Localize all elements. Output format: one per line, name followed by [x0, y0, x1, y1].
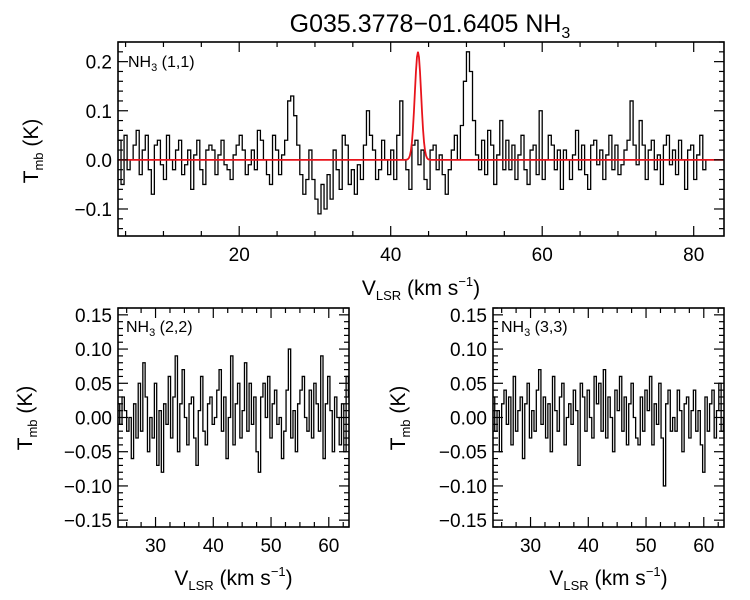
fit-series — [118, 51, 724, 161]
x-tick-label: 50 — [260, 536, 281, 557]
y-tick-label: 0.00 — [450, 409, 487, 430]
y-tick-label: 0.0 — [86, 151, 112, 172]
y-tick-label: −0.15 — [439, 511, 487, 532]
panel-nh3-22: 30 40 50 60 −0.15 −0.10 −0.05 0.00 0.05 0.10 0.15 T… — [14, 306, 350, 593]
x-axis-label: VLSR (km s−1) — [174, 564, 292, 593]
x-tick-label: 60 — [318, 536, 339, 557]
plot-frame — [117, 41, 725, 237]
y-tick-label: 0.2 — [86, 53, 112, 74]
figure-title-subscript: 3 — [561, 25, 570, 42]
y-tick-label: 0.1 — [86, 102, 112, 123]
plot-area — [118, 51, 724, 215]
x-tick-label: 30 — [520, 536, 541, 557]
y-tick-label: −0.05 — [439, 443, 487, 464]
x-tick-label: 60 — [693, 536, 714, 557]
y-tick-label: 0.00 — [75, 409, 112, 430]
panel-nh3-33: 30 40 50 60 −0.15 −0.10 −0.05 0.00 0.05 0.10 0.15 T… — [387, 306, 725, 593]
y-tick-label: 0.05 — [450, 374, 487, 395]
x-tick-label: 80 — [683, 245, 704, 266]
y-tick-label: −0.10 — [439, 477, 487, 498]
y-axis-label: Tmb (K) — [14, 386, 40, 451]
y-axis-label: Tmb (K) — [20, 119, 46, 184]
spectrum-series — [118, 51, 709, 215]
panel-label: NH3 (2,2) — [126, 319, 193, 339]
x-axis-label: VLSR (km s−1) — [362, 274, 480, 303]
x-tick-label: 60 — [532, 245, 553, 266]
spectrum-series — [493, 368, 724, 487]
x-axis-label: VLSR (km s−1) — [549, 564, 667, 593]
x-tick-label: 40 — [578, 536, 599, 557]
panel-nh3-11: 20 40 60 80 −0.1 0.0 0.1 0.2 Tmb (K) VLSR (km s−1… — [20, 41, 725, 303]
x-tick-label: 30 — [145, 536, 166, 557]
y-tick-label: −0.1 — [74, 200, 112, 221]
panel-label: NH3 (3,3) — [501, 319, 568, 339]
y-tick-label: −0.05 — [64, 443, 112, 464]
y-tick-label: −0.10 — [64, 477, 112, 498]
panel-label: NH3 (1,1) — [128, 54, 195, 74]
x-tick-label: 40 — [203, 536, 224, 557]
x-tick-label: 20 — [229, 245, 250, 266]
figure-title-source: G035.3778−01.6405 — [290, 10, 519, 38]
figure-title: G035.3778−01.6405 NH3 — [290, 10, 571, 42]
x-tick-label: 50 — [635, 536, 656, 557]
y-tick-label: 0.05 — [75, 374, 112, 395]
y-tick-label: 0.10 — [450, 340, 487, 361]
figure-title-molecule: NH — [525, 10, 561, 38]
plot-area — [493, 368, 724, 487]
y-tick-label: 0.15 — [450, 306, 487, 327]
y-tick-label: −0.15 — [64, 511, 112, 532]
y-axis-label: Tmb (K) — [387, 386, 413, 451]
x-tick-label: 40 — [380, 245, 401, 266]
y-tick-label: 0.15 — [75, 306, 112, 327]
y-tick-label: 0.10 — [75, 340, 112, 361]
